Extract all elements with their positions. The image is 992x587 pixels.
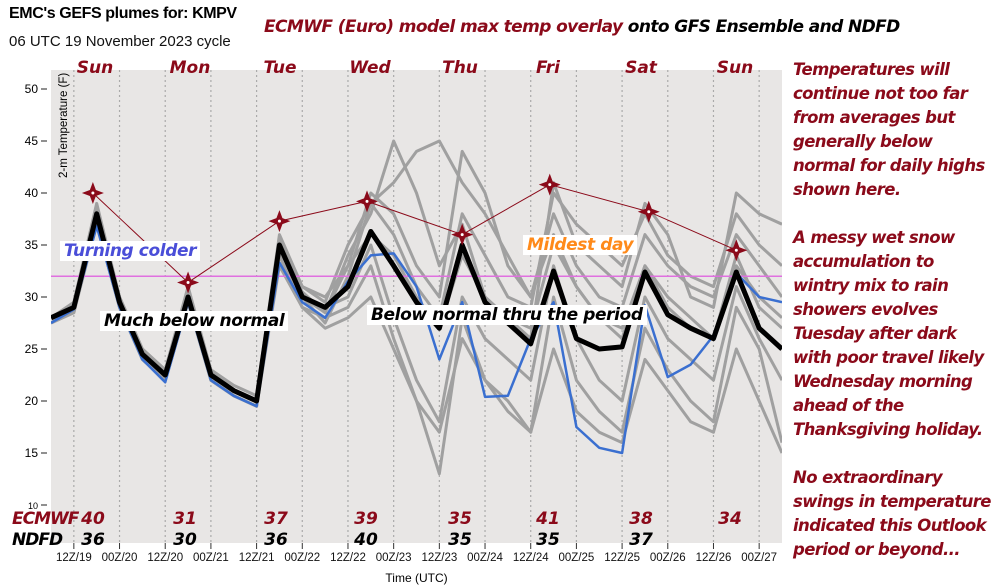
x-tick-label: 00Z/22 <box>284 552 320 564</box>
day-label: Sun <box>77 58 113 78</box>
y-tick-label: 40 <box>25 186 39 200</box>
ensemble-mean-line <box>51 211 782 404</box>
annotation-below-normal-period: Below normal thru the period <box>367 305 647 325</box>
day-label: Sun <box>717 58 753 78</box>
ecmwf-marker-center <box>734 248 738 252</box>
annotation-turning-colder: Turning colder <box>60 241 201 261</box>
ndfd-value: 37 <box>629 530 653 550</box>
annotation-much-below-normal: Much below normal <box>100 311 289 331</box>
x-tick-label: 12Z/26 <box>696 552 732 564</box>
overlay-title-rest: onto GFS Ensemble and NDFD <box>627 17 900 37</box>
ecmwf-value: 39 <box>354 509 378 529</box>
day-label: Tue <box>263 58 296 78</box>
y-tick-label: 10 <box>28 501 38 511</box>
y-tick-label: 30 <box>25 290 39 304</box>
x-tick-label: 12Z/20 <box>147 552 183 564</box>
x-tick-label: 12Z/21 <box>239 552 275 564</box>
ndfd-value: 40 <box>353 530 378 550</box>
ndfd-value: 35 <box>448 530 472 550</box>
ecmwf-marker-center <box>460 233 464 237</box>
ndfd-value: 36 <box>81 530 105 550</box>
x-axis-label: Time (UTC) <box>385 571 447 585</box>
x-tick-label: 00Z/20 <box>102 552 138 564</box>
ndfd-value: 30 <box>173 530 197 550</box>
ecmwf-value: 35 <box>448 509 472 529</box>
x-tick-label: 12Z/25 <box>604 552 640 564</box>
y-tick-label: 45 <box>25 134 39 148</box>
side-note: A messy wet snow accumulation to wintry … <box>793 228 984 439</box>
ecmwf-value: 31 <box>173 509 197 529</box>
y-tick-label: 35 <box>25 238 39 252</box>
x-tick-label: 00Z/23 <box>376 552 412 564</box>
x-tick-label: 00Z/21 <box>193 552 229 564</box>
y-tick-label: 20 <box>25 394 39 408</box>
day-label: Fri <box>536 58 561 78</box>
y-tick-label: 50 <box>25 82 39 96</box>
day-label: Thu <box>442 58 478 78</box>
y-axis-label: 2-m Temperature (F) <box>58 73 70 178</box>
overlay-title-ecmwf: ECMWF (Euro) model max temp overlay <box>264 17 623 37</box>
ecmwf-value: 37 <box>264 509 288 529</box>
ndfd-value: 36 <box>264 530 288 550</box>
x-tick-label: 00Z/26 <box>650 552 686 564</box>
x-tick-label: 12Z/23 <box>421 552 457 564</box>
x-tick-label: 12Z/19 <box>56 552 92 564</box>
y-tick-label: 25 <box>25 342 39 356</box>
table-row-label: NDFD <box>12 530 63 550</box>
day-label: Mon <box>170 58 211 78</box>
side-note: Temperatures will continue not too far f… <box>793 60 985 199</box>
x-tick-label: 12Z/22 <box>330 552 366 564</box>
side-note: No extraordinary swings in temperature i… <box>793 468 992 559</box>
ecmwf-marker-center <box>277 219 281 223</box>
annotation-mildest-day: Mildest day <box>523 235 638 255</box>
day-label: Wed <box>349 58 391 78</box>
chart-title: EMC's GEFS plumes for: KMPV <box>9 5 237 22</box>
y-tick-label: 15 <box>25 446 39 460</box>
x-tick-label: 12Z/24 <box>513 552 549 564</box>
ecmwf-max-line <box>92 184 737 284</box>
ecmwf-value: 40 <box>80 509 105 529</box>
ecmwf-marker-center <box>548 183 552 187</box>
table-row-label: ECMWF <box>12 509 80 529</box>
side-notes: Temperatures will continue not too far f… <box>793 58 992 586</box>
ndfd-value: 35 <box>536 530 560 550</box>
x-tick-label: 00Z/27 <box>741 552 777 564</box>
plot-series <box>51 139 782 476</box>
ecmwf-marker-center <box>365 199 369 203</box>
day-label: Sat <box>625 58 658 78</box>
ecmwf-value: 38 <box>629 509 653 529</box>
x-tick-label: 00Z/25 <box>559 552 595 564</box>
ecmwf-marker-center <box>186 280 190 284</box>
ecmwf-marker-center <box>91 191 95 195</box>
ecmwf-marker-center <box>647 210 651 214</box>
x-tick-label: 00Z/24 <box>467 552 503 564</box>
cycle-subtitle: 06 UTC 19 November 2023 cycle <box>9 33 231 50</box>
ecmwf-value: 41 <box>535 509 560 529</box>
ecmwf-value: 34 <box>718 509 742 529</box>
overlay-title: ECMWF (Euro) model max temp overlay onto… <box>264 17 900 37</box>
